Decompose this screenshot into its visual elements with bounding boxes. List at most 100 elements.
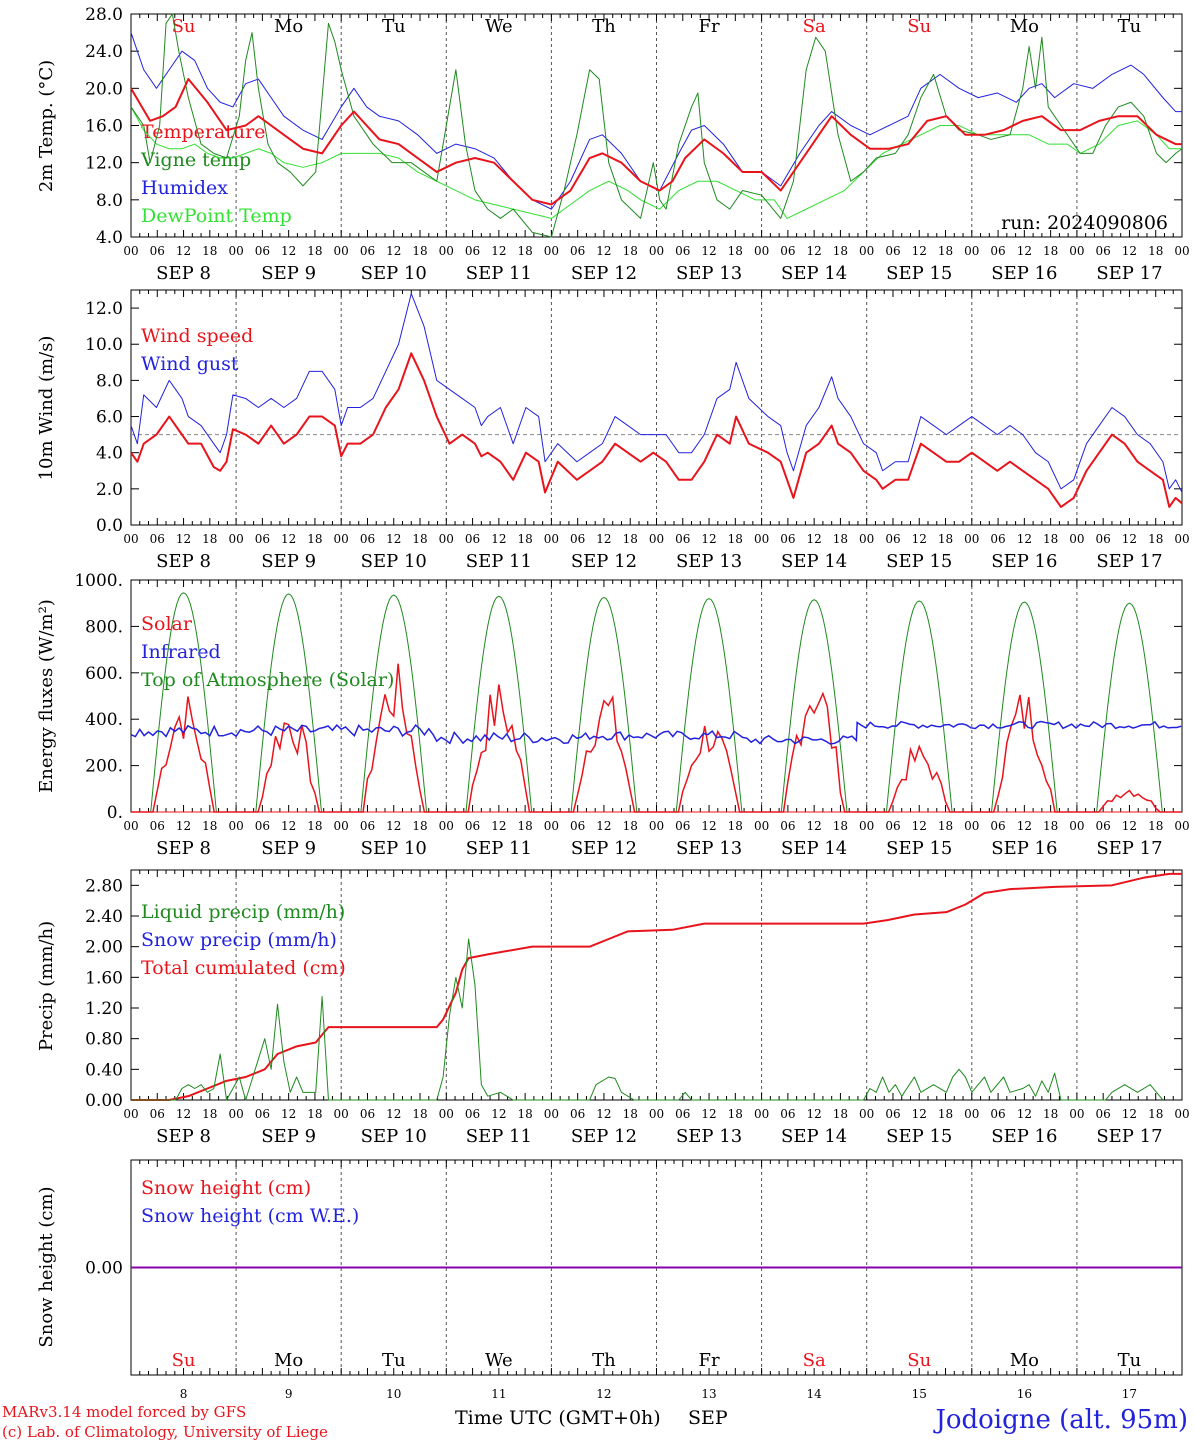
x-hour-label: 06 (465, 819, 480, 833)
run-label: run: 2024090806 (1001, 212, 1168, 234)
y-tick-label: 28.0 (85, 5, 123, 25)
day-of-week-label: Mo (274, 16, 303, 37)
series-line (130, 106, 1182, 219)
x-hour-label: 18 (938, 532, 953, 546)
x-hour-label: 18 (307, 819, 322, 833)
x-hour-label: 06 (150, 819, 165, 833)
x-hour-label: 06 (990, 532, 1005, 546)
y-tick-label: 1.20 (85, 999, 123, 1019)
y-axis-label: Energy fluxes (W/m²) (36, 599, 57, 793)
x-hour-label: 18 (833, 819, 848, 833)
legend-entry: Vigne temp (140, 149, 251, 171)
x-hour-label: 00 (964, 819, 979, 833)
x-hour-label: 12 (491, 1107, 506, 1121)
x-hour-label: 12 (176, 244, 191, 258)
x-hour-label: 00 (754, 819, 769, 833)
x-day-number: 17 (1122, 1387, 1137, 1401)
x-hour-label: 00 (228, 819, 243, 833)
x-hour-label: 06 (570, 532, 585, 546)
series-line (130, 13, 1183, 238)
x-hour-label: 06 (570, 1107, 585, 1121)
x-hour-label: 00 (439, 532, 454, 546)
y-tick-label: 200. (85, 757, 123, 777)
x-date-label: SEP 9 (261, 263, 316, 284)
x-hour-label: 06 (570, 819, 585, 833)
legend-entry: DewPoint Temp (141, 205, 292, 227)
y-tick-label: 6.0 (96, 408, 123, 428)
x-hour-label: 18 (1148, 244, 1163, 258)
y-tick-label: 20.0 (85, 79, 123, 99)
x-hour-label: 12 (912, 244, 927, 258)
x-date-label: SEP 16 (991, 1126, 1057, 1147)
x-hour-label: 18 (307, 1107, 322, 1121)
x-hour-label: 18 (412, 1107, 427, 1121)
x-hour-label: 00 (439, 244, 454, 258)
y-tick-label: 2.40 (85, 907, 123, 927)
panel-2: 0.0 2.0 4.0 6.0 8.0 10.0 12.0 10m Wind (m/s) Win… (36, 289, 1190, 572)
x-hour-label: 18 (307, 244, 322, 258)
x-hour-label: 18 (517, 1107, 532, 1121)
y-tick-label: 0.0 (96, 516, 123, 536)
legend-entry: Infrared (141, 641, 221, 663)
x-hour-label: 00 (1069, 244, 1084, 258)
x-day-number: 15 (912, 1387, 927, 1401)
x-day-number: 13 (701, 1387, 716, 1401)
legend-entry: Solar (141, 613, 193, 635)
solar-line (131, 696, 237, 813)
y-tick-label: 0. (107, 803, 123, 823)
x-hour-label: 12 (176, 532, 191, 546)
x-hour-label: 12 (701, 1107, 716, 1121)
x-hour-label: 00 (544, 244, 559, 258)
x-hour-label: 18 (833, 532, 848, 546)
x-hour-label: 12 (281, 532, 296, 546)
x-hour-label: 18 (833, 244, 848, 258)
x-day-number: 14 (807, 1387, 823, 1401)
day-of-week-label: Mo (274, 1350, 303, 1371)
x-date-label: SEP 10 (361, 551, 427, 572)
x-hour-label: 06 (360, 532, 375, 546)
x-hour-label: 12 (491, 532, 506, 546)
series-line (131, 938, 1164, 1101)
x-hour-label: 06 (1096, 819, 1111, 833)
toa-solar-line (253, 593, 324, 813)
x-hour-label: 00 (439, 1107, 454, 1121)
x-hour-label: 06 (255, 1107, 270, 1121)
x-hour-label: 12 (807, 244, 822, 258)
y-tick-label: 0.40 (85, 1060, 123, 1080)
day-of-week-label: We (485, 1350, 513, 1371)
x-hour-label: 00 (228, 1107, 243, 1121)
x-hour-label: 00 (544, 532, 559, 546)
toa-solar-line (463, 595, 534, 813)
toa-solar-line (674, 597, 745, 813)
x-hour-label: 00 (123, 244, 138, 258)
x-hour-label: 00 (334, 244, 349, 258)
x-hour-label: 00 (1174, 532, 1189, 546)
x-date-label: SEP 12 (571, 838, 637, 859)
x-hour-label: 00 (1069, 819, 1084, 833)
x-hour-label: 06 (675, 244, 690, 258)
solar-line (866, 744, 972, 813)
footer-lab-credit: (c) Lab. of Climatology, University of L… (2, 1423, 328, 1440)
x-hour-label: 06 (780, 244, 795, 258)
toa-solar-line (989, 601, 1060, 813)
x-hour-label: 00 (1069, 532, 1084, 546)
panel-4: 0.00 0.40 0.80 1.20 1.60 2.00 2.40 2.80 Precip (… (36, 869, 1190, 1147)
y-tick-label: 2.80 (85, 876, 123, 896)
x-hour-label: 06 (780, 532, 795, 546)
x-hour-label: 18 (728, 532, 743, 546)
x-hour-label: 06 (990, 819, 1005, 833)
series-line (131, 872, 1182, 1101)
x-hour-label: 00 (964, 244, 979, 258)
x-hour-label: 12 (386, 1107, 401, 1121)
x-hour-label: 18 (1148, 819, 1163, 833)
x-hour-label: 12 (596, 1107, 611, 1121)
x-hour-label: 00 (754, 1107, 769, 1121)
y-tick-label: 600. (85, 664, 123, 684)
x-hour-label: 06 (885, 532, 900, 546)
x-hour-label: 06 (465, 1107, 480, 1121)
x-hour-label: 00 (649, 819, 664, 833)
x-date-label: SEP 10 (361, 263, 427, 284)
y-axis-label: 10m Wind (m/s) (36, 336, 57, 481)
x-date-label: SEP 11 (466, 838, 532, 859)
